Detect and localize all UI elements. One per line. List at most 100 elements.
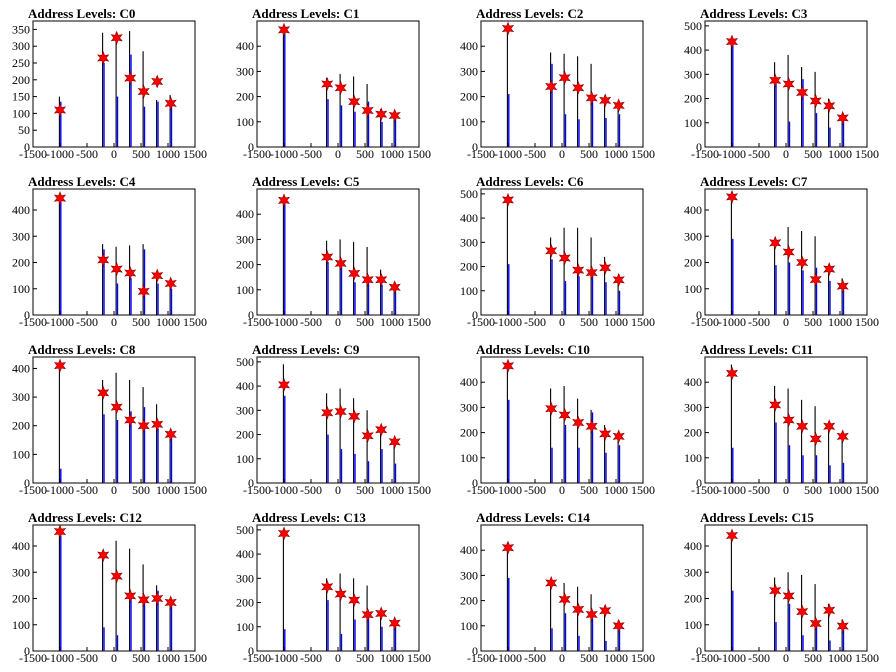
chart-panel: Address Levels: C9 0 100 200 300 400 500 -1500-… bbox=[224, 336, 448, 504]
y-tick-label: 200 bbox=[684, 426, 702, 440]
x-tick-label: -500 bbox=[748, 651, 770, 665]
chart-title: Address Levels: C11 bbox=[700, 342, 814, 357]
y-tick-label: 200 bbox=[460, 90, 478, 104]
x-tick-label: 1000 bbox=[828, 315, 852, 329]
chart-plot: 0 100 200 300 400 -1500 -1000 -500 0 500 1000 1500 bbox=[684, 356, 879, 497]
chart-panel: Address Levels: C6 0 100 200 300 400 500 -1500-… bbox=[448, 168, 672, 336]
y-tick-label: 0 bbox=[24, 140, 30, 154]
y-tick-label: 400 bbox=[460, 39, 478, 53]
peak-star-marker bbox=[321, 76, 334, 92]
peak-star-marker bbox=[769, 397, 782, 412]
y-tick-label: 400 bbox=[236, 207, 254, 221]
peak-star-marker bbox=[599, 93, 612, 108]
y-tick-label: 300 bbox=[12, 565, 30, 579]
y-tick-label: 100 bbox=[12, 447, 30, 461]
chart-panel: Address Levels: C8 0 100 200 300 400 -1500 -100… bbox=[0, 336, 224, 504]
peak-star-marker bbox=[782, 244, 795, 260]
x-tick-label: 1500 bbox=[407, 483, 431, 497]
peak-star-marker bbox=[585, 265, 598, 280]
x-tick-label: 500 bbox=[356, 147, 374, 161]
peak-star-marker bbox=[388, 434, 401, 449]
peak-star-marker bbox=[361, 607, 374, 622]
peak-star-marker bbox=[151, 268, 164, 283]
x-tick-label: -1000 bbox=[718, 483, 746, 497]
peak-star-marker bbox=[823, 262, 836, 277]
y-tick-label: 200 bbox=[460, 260, 478, 274]
x-tick-label: -1000 bbox=[46, 315, 74, 329]
peak-star-marker bbox=[164, 595, 177, 610]
y-tick-label: 0 bbox=[24, 644, 30, 658]
x-tick-label: 0 bbox=[559, 315, 565, 329]
y-tick-label: 0 bbox=[472, 644, 478, 658]
x-tick-label: 1500 bbox=[407, 147, 431, 161]
plot-frame bbox=[480, 20, 644, 148]
peak-star-marker bbox=[585, 419, 598, 434]
y-tick-label: 300 bbox=[12, 390, 30, 404]
x-tick-label: 0 bbox=[335, 483, 341, 497]
y-tick-label: 200 bbox=[236, 258, 254, 272]
x-tick-label: -500 bbox=[748, 483, 770, 497]
peak-star-marker bbox=[110, 30, 123, 45]
x-tick-label: -1000 bbox=[718, 315, 746, 329]
chart-title: Address Levels: C10 bbox=[476, 342, 590, 357]
x-tick-label: 1500 bbox=[855, 651, 879, 665]
y-tick-label: 0 bbox=[696, 308, 702, 322]
y-tick-label: 300 bbox=[460, 400, 478, 414]
x-tick-label: 500 bbox=[356, 651, 374, 665]
y-tick-label: 300 bbox=[684, 565, 702, 579]
x-tick-label: 500 bbox=[804, 315, 822, 329]
x-tick-label: 0 bbox=[335, 147, 341, 161]
x-tick-label: -1500 bbox=[467, 651, 495, 665]
peak-star-marker bbox=[110, 400, 123, 415]
peak-star-marker bbox=[612, 618, 625, 633]
y-tick-label: 400 bbox=[460, 375, 478, 389]
chart-plot: 0 100 200 300 400 -1500 -1000 -500 0 500 1000 1500 bbox=[236, 188, 431, 329]
y-tick-label: 400 bbox=[684, 539, 702, 553]
x-tick-label: 500 bbox=[356, 315, 374, 329]
chart-plot: 0 100 200 300 400 -1500 -1000 -500 0 500 1000 1500 bbox=[684, 188, 879, 329]
peak-star-marker bbox=[53, 358, 67, 373]
peak-star-marker bbox=[782, 588, 795, 603]
y-tick-label: 50 bbox=[18, 123, 30, 137]
y-tick-label: 300 bbox=[460, 64, 478, 78]
x-tick-label: -1000 bbox=[46, 651, 74, 665]
peak-star-marker bbox=[809, 93, 822, 108]
y-tick-label: 200 bbox=[460, 426, 478, 440]
y-tick-label: 200 bbox=[460, 594, 478, 608]
y-tick-label: 300 bbox=[460, 568, 478, 582]
peak-star-marker bbox=[137, 284, 150, 299]
y-tick-label: 200 bbox=[12, 592, 30, 606]
peak-star-marker bbox=[836, 110, 849, 125]
x-tick-label: -1500 bbox=[243, 483, 271, 497]
y-tick-label: 100 bbox=[684, 451, 702, 465]
peak-star-marker bbox=[558, 592, 571, 607]
y-tick-label: 400 bbox=[684, 203, 702, 217]
peak-star-marker bbox=[97, 50, 110, 65]
chart-plot: 0 100 200 300 400 -1500 -1000 -500 0 500 1000 1500 bbox=[12, 356, 207, 497]
x-tick-label: 500 bbox=[580, 483, 598, 497]
x-tick-label: 500 bbox=[132, 147, 150, 161]
chart-panel: Address Levels: C10 0 100 200 300 400 -1500 -10… bbox=[448, 336, 672, 504]
chart-panel: Address Levels: C15 0 100 200 300 400 -1500 -10… bbox=[672, 504, 896, 672]
x-tick-label: 500 bbox=[132, 651, 150, 665]
peak-star-marker bbox=[375, 107, 388, 122]
chart-panel: Address Levels: C12 0 100 200 300 400 -1500 -10… bbox=[0, 504, 224, 672]
x-tick-label: -1500 bbox=[243, 147, 271, 161]
peak-star-marker bbox=[321, 579, 334, 594]
peak-star-marker bbox=[334, 404, 347, 419]
peak-star-marker bbox=[124, 265, 137, 281]
x-tick-label: -500 bbox=[76, 651, 98, 665]
x-tick-label: 0 bbox=[335, 315, 341, 329]
x-tick-label: -500 bbox=[524, 483, 546, 497]
peak-star-marker bbox=[809, 272, 822, 287]
y-tick-label: 300 bbox=[236, 403, 254, 417]
chart-plot: 0 100 200 300 400 500 -1500 -1000 -500 0 500 1000 15… bbox=[236, 355, 431, 497]
peak-star-marker bbox=[501, 358, 515, 373]
y-tick-label: 400 bbox=[12, 539, 30, 553]
y-tick-label: 400 bbox=[460, 211, 478, 225]
peak-star-marker bbox=[348, 593, 361, 608]
peak-star-marker bbox=[725, 34, 739, 49]
x-tick-label: 500 bbox=[580, 147, 598, 161]
y-tick-label: 100 bbox=[12, 282, 30, 296]
